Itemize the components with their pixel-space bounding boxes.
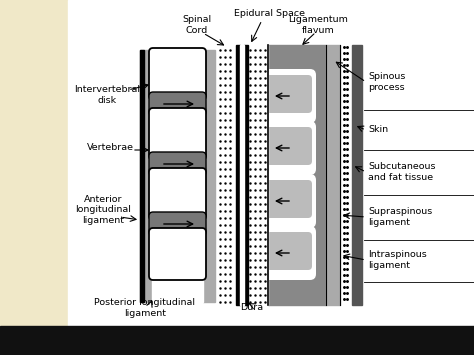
FancyBboxPatch shape (262, 174, 316, 228)
FancyBboxPatch shape (262, 121, 316, 175)
Text: Posterior longitudinal
ligament: Posterior longitudinal ligament (94, 298, 195, 318)
Text: Subcutaneous
and fat tissue: Subcutaneous and fat tissue (368, 162, 436, 182)
Bar (268, 45, 326, 305)
Bar (236, 45, 240, 305)
FancyBboxPatch shape (149, 48, 206, 100)
FancyBboxPatch shape (262, 69, 316, 123)
Bar (152, 50, 203, 302)
FancyBboxPatch shape (149, 168, 206, 220)
Bar (240, 45, 244, 305)
FancyBboxPatch shape (149, 228, 206, 280)
FancyBboxPatch shape (149, 212, 206, 236)
Text: Intervertebral
disk: Intervertebral disk (74, 85, 140, 105)
Text: Skin: Skin (368, 126, 388, 135)
Bar (326, 45, 340, 305)
Bar (140, 50, 152, 302)
Text: Spinous
process: Spinous process (368, 72, 405, 92)
Bar (140, 50, 144, 302)
Text: Ligamentum
flavum: Ligamentum flavum (288, 15, 348, 35)
Bar (218, 45, 236, 305)
Bar (352, 45, 362, 305)
Text: Vertebrae: Vertebrae (86, 143, 134, 153)
FancyBboxPatch shape (266, 127, 312, 165)
FancyBboxPatch shape (266, 180, 312, 218)
Text: Anterior
longitudinal
ligament: Anterior longitudinal ligament (75, 195, 131, 225)
Text: Spinal
Cord: Spinal Cord (182, 15, 211, 35)
Text: Dura: Dura (240, 304, 264, 312)
FancyBboxPatch shape (262, 226, 316, 280)
Bar (68, 0, 474, 326)
FancyBboxPatch shape (149, 108, 206, 160)
FancyBboxPatch shape (266, 232, 312, 270)
Text: Intraspinous
ligament: Intraspinous ligament (368, 250, 427, 270)
Text: Supraspinous
ligament: Supraspinous ligament (368, 207, 432, 227)
Bar (203, 50, 215, 302)
Text: Epidural Space: Epidural Space (235, 10, 306, 18)
Bar (248, 45, 268, 305)
FancyBboxPatch shape (266, 75, 312, 113)
FancyBboxPatch shape (149, 152, 206, 176)
Bar (68, 0, 474, 326)
FancyBboxPatch shape (149, 92, 206, 116)
Bar (0, 326, 474, 355)
Bar (244, 45, 248, 305)
Bar (0, 0, 68, 325)
